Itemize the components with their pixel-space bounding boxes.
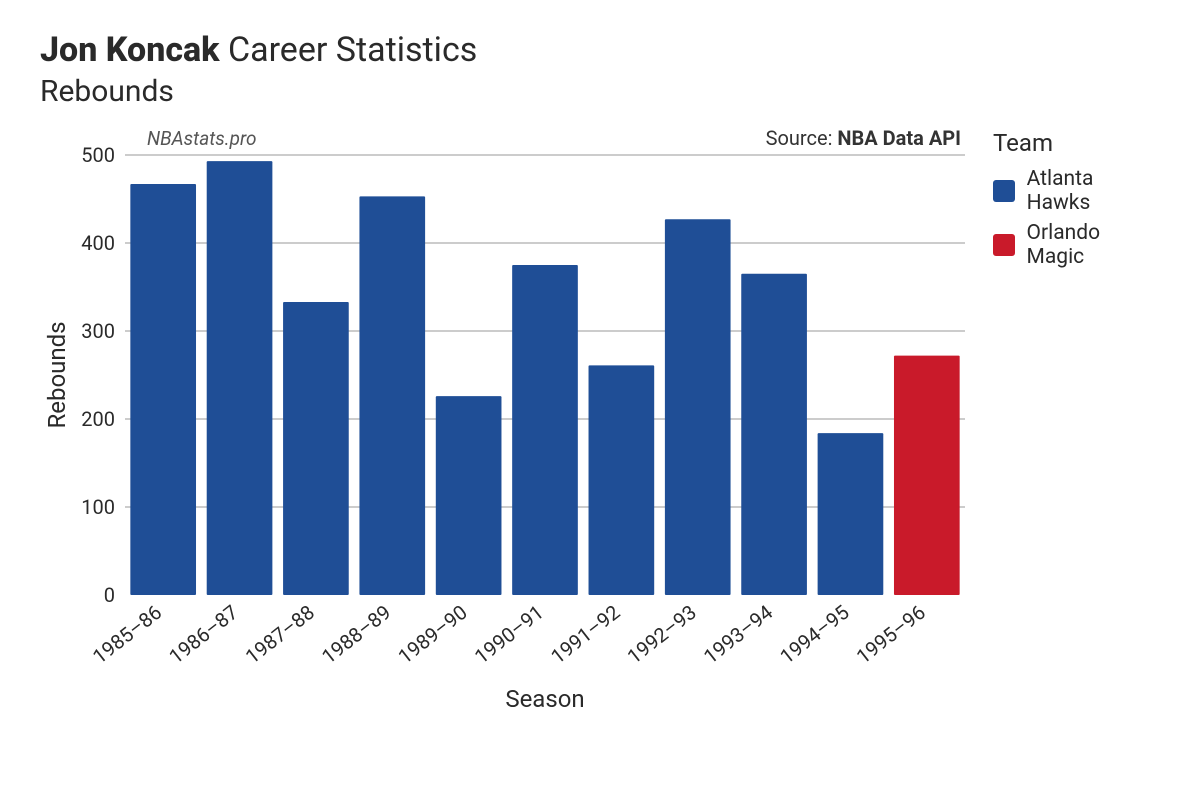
legend-item: Atlanta Hawks bbox=[993, 167, 1160, 215]
legend-item: Orlando Magic bbox=[993, 221, 1160, 269]
y-tick-label: 400 bbox=[81, 231, 115, 255]
y-tick-label: 300 bbox=[81, 319, 115, 343]
x-tick-label: 1989–90 bbox=[393, 600, 471, 669]
bar bbox=[359, 196, 425, 595]
x-tick-label: 1988–89 bbox=[317, 600, 395, 669]
chart-wrap: 01002003004005001985–861986–871987–88198… bbox=[40, 119, 975, 725]
bar bbox=[894, 356, 960, 595]
y-axis-label: Rebounds bbox=[43, 321, 71, 428]
legend-swatch bbox=[993, 180, 1015, 202]
legend-label: Orlando Magic bbox=[1027, 221, 1160, 269]
legend-swatch bbox=[993, 234, 1015, 256]
x-tick-label: 1994–95 bbox=[775, 600, 853, 669]
subtitle: Rebounds bbox=[40, 74, 1160, 109]
bar bbox=[741, 274, 807, 595]
source-line: Source: NBA Data API bbox=[766, 126, 961, 150]
bar bbox=[818, 433, 884, 595]
title-player-name: Jon Koncak bbox=[40, 30, 220, 70]
y-tick-label: 100 bbox=[81, 495, 115, 519]
legend-title: Team bbox=[993, 129, 1160, 157]
legend-items: Atlanta Hawks Orlando Magic bbox=[993, 167, 1160, 269]
x-tick-label: 1993–94 bbox=[699, 600, 777, 669]
bar bbox=[283, 302, 349, 595]
watermark: NBAstats.pro bbox=[147, 127, 257, 150]
y-tick-label: 500 bbox=[81, 143, 115, 167]
x-tick-label: 1987–88 bbox=[241, 600, 319, 669]
bar bbox=[436, 396, 502, 595]
x-axis-label: Season bbox=[505, 685, 584, 713]
bar-chart: 01002003004005001985–861986–871987–88198… bbox=[40, 119, 975, 725]
x-tick-label: 1985–86 bbox=[88, 600, 166, 669]
chart-row: 01002003004005001985–861986–871987–88198… bbox=[40, 119, 1160, 725]
bar bbox=[207, 161, 273, 595]
bar bbox=[130, 184, 196, 595]
x-tick-label: 1991–92 bbox=[546, 600, 624, 669]
y-tick-label: 0 bbox=[104, 583, 115, 607]
legend: Team Atlanta Hawks Orlando Magic bbox=[975, 119, 1160, 275]
title-rest: Career Statistics bbox=[220, 30, 478, 70]
x-tick-label: 1986–87 bbox=[164, 600, 242, 669]
page-title: Jon Koncak Career Statistics bbox=[40, 30, 1160, 70]
bar bbox=[665, 219, 731, 595]
bar bbox=[512, 265, 578, 595]
x-tick-label: 1990–91 bbox=[470, 600, 548, 669]
legend-label: Atlanta Hawks bbox=[1027, 167, 1160, 215]
x-tick-label: 1992–93 bbox=[623, 600, 701, 669]
chart-container: Jon Koncak Career Statistics Rebounds 01… bbox=[0, 0, 1200, 800]
bar bbox=[589, 365, 655, 595]
x-tick-label: 1995–96 bbox=[852, 600, 930, 669]
y-tick-label: 200 bbox=[81, 407, 115, 431]
